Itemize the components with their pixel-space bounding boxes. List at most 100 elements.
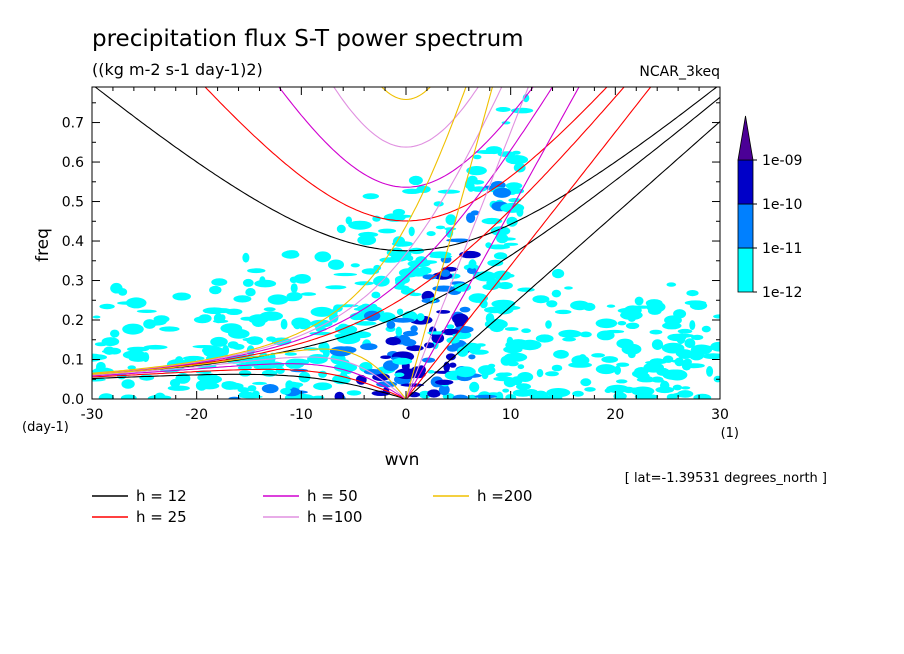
power-contour-patch	[535, 334, 554, 343]
power-contour-patch	[422, 274, 438, 280]
power-contour-patch	[466, 166, 487, 176]
power-contour-patch	[455, 366, 476, 378]
chart-title: precipitation flux S-T power spectrum	[92, 26, 524, 52]
power-contour-patch	[401, 338, 417, 347]
power-contour-patch	[402, 330, 419, 337]
power-contour-patch	[502, 388, 510, 393]
power-contour-patch	[662, 355, 674, 363]
power-contour-patch	[346, 390, 362, 396]
x-axis-label: wvn	[385, 450, 420, 470]
power-contour-patch	[417, 266, 432, 275]
power-contour-patch	[350, 263, 360, 268]
power-contour-patch	[580, 378, 592, 387]
dispersion-curve	[405, 87, 494, 399]
power-contour-patch	[536, 369, 544, 378]
power-contour-patch	[678, 354, 692, 359]
power-contour-patch	[468, 259, 477, 269]
power-contour-patch	[616, 338, 634, 349]
power-contour-patch	[336, 224, 346, 234]
colorbar-label: 1e-10	[762, 197, 802, 213]
colorbar: 1e-12 1e-11 1e-10 1e-09	[737, 115, 802, 301]
power-contour-patch	[627, 316, 636, 322]
power-contour-patch	[429, 254, 453, 259]
power-contour-patch	[517, 364, 525, 370]
power-contour-patch	[701, 325, 711, 333]
power-contour-patch	[474, 394, 498, 399]
power-contour-patch	[92, 315, 101, 319]
dispersion-curve	[92, 373, 407, 399]
legend-label: h = 25	[136, 508, 187, 526]
x-tick-label: 0	[402, 407, 411, 423]
power-contour-patch	[280, 388, 292, 395]
power-contour-patch	[466, 212, 476, 224]
power-contour-patch	[508, 198, 522, 203]
power-contour-patch	[688, 349, 705, 361]
power-contour-patch	[291, 317, 309, 328]
power-contour-patch	[495, 107, 511, 112]
power-contour-patch	[651, 364, 663, 368]
power-contour-patch	[677, 328, 693, 334]
power-contour-patch	[394, 372, 405, 378]
power-contour-patch	[672, 384, 683, 391]
power-contour-patch	[357, 235, 377, 246]
power-contour-patch	[391, 317, 415, 323]
power-contour-patch	[676, 333, 686, 345]
power-contour-patch	[254, 279, 277, 288]
power-contour-patch	[293, 394, 315, 399]
power-contour-patch	[310, 319, 333, 328]
power-contour-patch	[495, 372, 509, 378]
power-contour-patch	[290, 283, 298, 293]
power-contour-patch	[408, 391, 421, 398]
power-contour-patch	[467, 175, 478, 185]
dispersion-curve	[204, 87, 608, 222]
power-contour-patch	[426, 231, 436, 237]
colorbar-box	[737, 159, 754, 205]
power-contour-patch	[202, 346, 224, 355]
power-contour-patch	[251, 317, 266, 327]
power-contour-patch	[551, 289, 562, 298]
power-contour-patch	[242, 252, 250, 263]
power-contour-patch	[209, 285, 222, 295]
power-contour-patch	[689, 301, 708, 310]
power-contour-patch	[110, 282, 123, 294]
power-contour-patch	[237, 387, 250, 393]
x-tick-label: 30	[711, 407, 729, 423]
power-contour-patch	[265, 358, 274, 365]
dispersion-curve	[94, 87, 718, 252]
power-contour-patch	[661, 342, 685, 354]
power-contour-patch	[371, 291, 381, 299]
y-axis-unit: (day-1)	[22, 420, 69, 435]
power-contour-patch	[490, 226, 511, 236]
power-contour-patch	[471, 186, 487, 192]
power-contour-patch	[195, 380, 208, 391]
power-contour-patch	[516, 383, 531, 390]
legend-label: h = 12	[136, 487, 187, 505]
power-contour-patch	[484, 318, 508, 330]
x-tick-label: 20	[606, 407, 624, 423]
power-contour-patch	[98, 393, 114, 399]
power-contour-patch	[441, 328, 460, 335]
power-contour-patch	[237, 365, 252, 370]
power-contour-patch	[136, 309, 157, 313]
power-contour-patch	[572, 390, 584, 397]
power-contour-patch	[495, 391, 504, 399]
power-contour-patch	[487, 259, 504, 267]
power-contour-patch	[232, 343, 245, 350]
power-contour-patch	[424, 342, 435, 349]
power-contour-patch	[671, 392, 689, 398]
power-contour-patch	[506, 216, 518, 227]
power-contour-patch	[380, 355, 392, 360]
power-contour-patch	[446, 337, 460, 344]
dispersion-curve	[405, 121, 720, 399]
power-contour-patch	[139, 374, 155, 381]
power-contour-patch	[564, 286, 573, 290]
power-contour-patch	[680, 386, 691, 390]
power-contour-patch	[378, 228, 397, 234]
power-contour-patch	[511, 376, 523, 386]
power-contour-patch	[625, 322, 640, 329]
power-contour-patch	[402, 188, 422, 194]
power-contour-patch	[247, 268, 266, 274]
power-contour-patch	[440, 269, 451, 277]
power-contour-patch	[245, 288, 256, 297]
power-contour-patch	[604, 388, 612, 394]
